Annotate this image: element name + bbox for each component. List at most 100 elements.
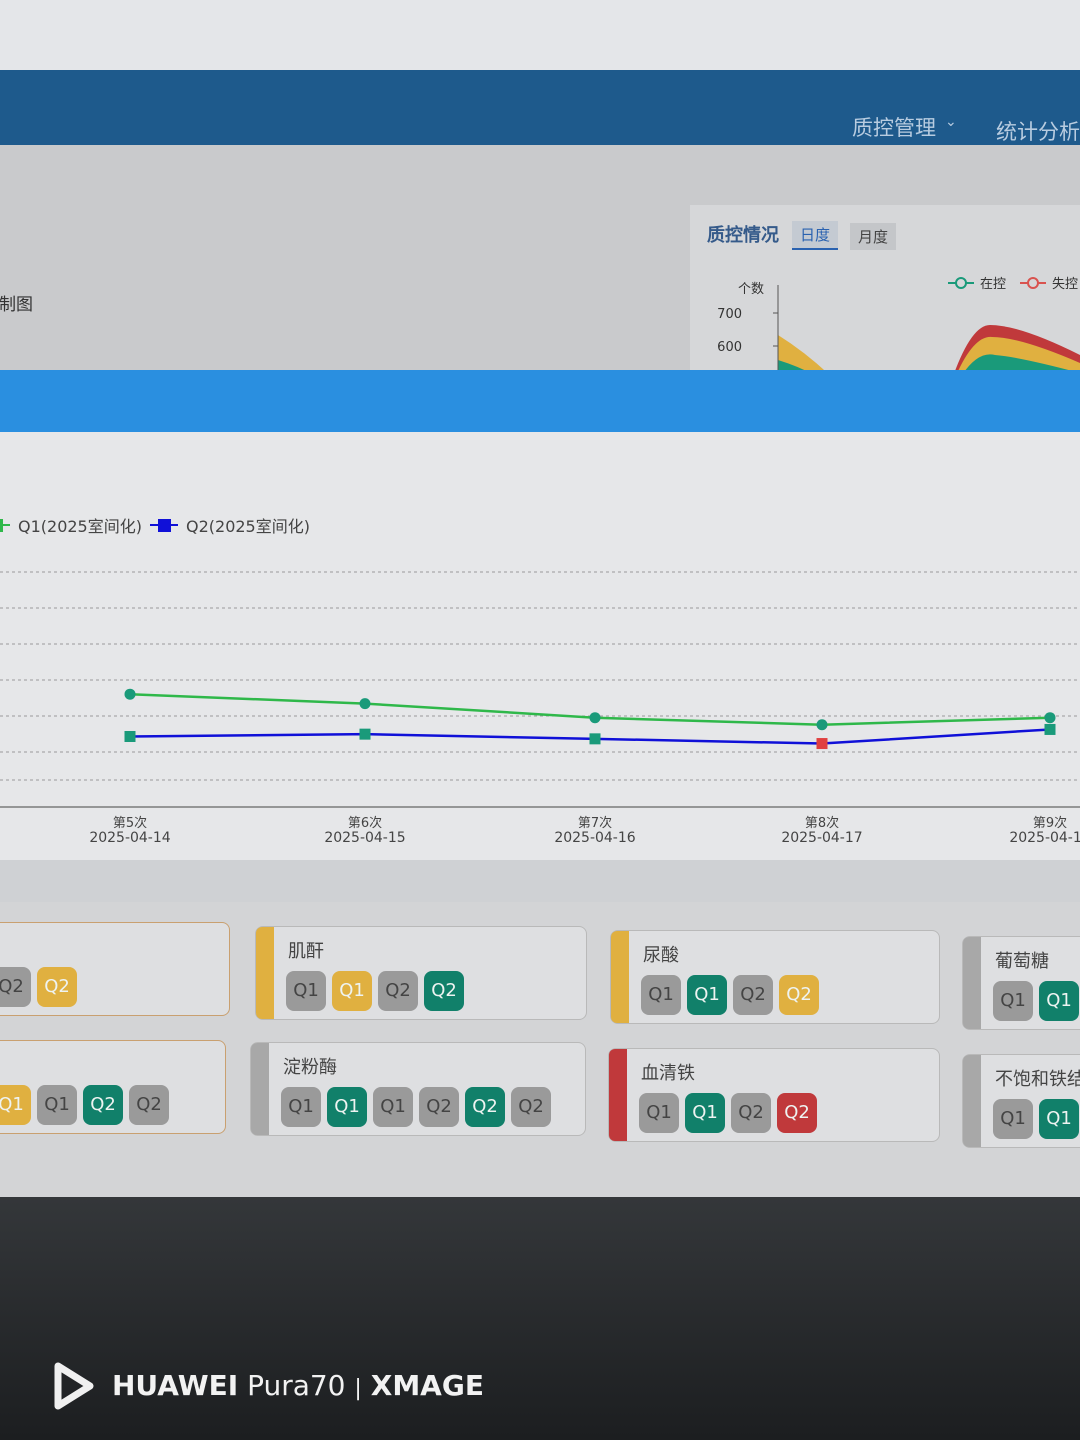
point: [359, 728, 371, 740]
status-badge[interactable]: Q1: [687, 975, 727, 1015]
chart-area: Q1(2025室间化) Q2(2025室间化) 第5次 2025-04-14 第6次 20…: [0, 432, 1080, 860]
nav-bar: 质控管理 ⌄ 统计分析: [0, 70, 1080, 145]
point: [124, 731, 136, 742]
status-badge[interactable]: Q1: [373, 1087, 413, 1127]
status-badge[interactable]: Q1: [641, 975, 681, 1015]
nav-item[interactable]: 统计分析: [996, 120, 1080, 144]
legend-label: Q2(2025室间化): [186, 517, 310, 536]
status-badge[interactable]: Q2: [37, 967, 77, 1007]
status-badge[interactable]: Q2: [779, 975, 819, 1015]
upper-area: 控制图 质控情况 日度 月度 个数700600500在控失控: [0, 145, 1080, 375]
card-accent: [251, 1043, 269, 1135]
logo: [54, 1362, 94, 1410]
y-tick-label: 600: [717, 340, 742, 355]
status-badge[interactable]: Q2: [511, 1087, 551, 1127]
tab[interactable]: 日度: [792, 221, 839, 250]
model: Pura70: [247, 1369, 346, 1402]
status-badge[interactable]: Q2: [465, 1087, 505, 1127]
status-badge[interactable]: Q1: [639, 1093, 679, 1133]
legend-label: 失控: [1052, 277, 1078, 292]
x-tick-date: 2025-04-18: [1009, 830, 1080, 846]
status-badge[interactable]: Q1: [286, 971, 326, 1011]
point: [816, 738, 828, 750]
top-bg: [0, 0, 1080, 70]
nav-caret: ⌄: [945, 114, 957, 130]
point: [1044, 723, 1056, 735]
nav-item[interactable]: 质控管理: [852, 116, 936, 140]
status-badge[interactable]: Q1: [993, 981, 1033, 1021]
x-tick-label: 第9次: [1033, 815, 1067, 831]
point: [1044, 712, 1056, 724]
status-badge[interactable]: Q1: [332, 971, 372, 1011]
legend-marker: [158, 519, 171, 532]
x-tick-date: 2025-04-14: [89, 830, 170, 846]
status-badge[interactable]: Q1: [1039, 981, 1079, 1021]
legend-marker: [1027, 277, 1039, 289]
status-badge[interactable]: Q2: [733, 975, 773, 1015]
sub: XMAGE: [370, 1369, 484, 1402]
point: [359, 698, 371, 710]
area-shape: [962, 354, 1080, 375]
qc-card: Q1 Q1 Q2 Q2: [0, 1040, 226, 1134]
y-tick-label: 700: [717, 307, 742, 322]
status-badge[interactable]: Q1: [327, 1087, 367, 1127]
card-accent: [611, 931, 629, 1023]
watermark: HUAWEI Pura70 | XMAGE: [112, 1369, 484, 1402]
card-accent: [963, 937, 981, 1029]
point: [589, 712, 601, 724]
x-tick-date: 2025-04-16: [554, 830, 635, 846]
status-badge[interactable]: Q2: [129, 1085, 169, 1125]
x-tick-label: 第6次: [348, 815, 382, 831]
divider: [0, 860, 1080, 902]
status-badge[interactable]: Q1: [1039, 1099, 1079, 1139]
point: [589, 733, 601, 745]
status-badge[interactable]: Q1: [685, 1093, 725, 1133]
legend-label: 在控: [980, 277, 1006, 292]
legend-marker: [0, 519, 3, 532]
qc-card: 尿酸 Q1 Q1 Q2 Q2: [610, 930, 940, 1024]
status-badge[interactable]: Q2: [0, 967, 31, 1007]
point: [124, 688, 136, 700]
sidebar-label[interactable]: 控制图: [0, 295, 33, 315]
separator: |: [354, 1376, 362, 1401]
x-tick-label: 第8次: [805, 815, 839, 831]
card-accent: [609, 1049, 627, 1141]
status-badge[interactable]: Q1: [0, 1085, 31, 1125]
status-badge[interactable]: Q2: [731, 1093, 771, 1133]
legend-label: Q1(2025室间化): [18, 517, 142, 536]
card-name: 肌酐: [288, 941, 324, 962]
qc-panel: 质控情况 日度 月度 个数700600500在控失控: [690, 205, 1080, 375]
status-badge[interactable]: Q2: [424, 971, 464, 1011]
x-tick-label: 第5次: [113, 815, 147, 831]
point: [816, 719, 828, 731]
status-badge[interactable]: Q2: [378, 971, 418, 1011]
card-name: 尿酸: [643, 945, 679, 966]
tab[interactable]: 月度: [850, 223, 897, 250]
monitor-bezel: HUAWEI Pura70 | XMAGE: [0, 1197, 1080, 1440]
card-name: 淀粉酶: [283, 1057, 337, 1078]
x-tick-date: 2025-04-15: [324, 830, 405, 846]
card-name: 葡萄糖: [995, 951, 1049, 972]
card-area: Q2 Q2 肌酐 Q1 Q1 Q2 Q2 尿酸 Q1 Q1 Q2 Q2 葡萄糖 Q1 Q1 Q1 Q1 Q2 Q2 淀…: [0, 902, 1080, 1197]
x-tick-label: 第7次: [578, 815, 612, 831]
status-badge[interactable]: Q2: [419, 1087, 459, 1127]
x-tick-date: 2025-04-17: [781, 830, 862, 846]
card-name: 血清铁: [641, 1063, 695, 1084]
panel-title: 质控情况: [707, 225, 779, 246]
qc-card: 血清铁 Q1 Q1 Q2 Q2: [608, 1048, 940, 1142]
status-badge[interactable]: Q2: [83, 1085, 123, 1125]
legend-marker: [955, 277, 967, 289]
status-badge[interactable]: Q1: [37, 1085, 77, 1125]
status-badge[interactable]: Q2: [777, 1093, 817, 1133]
status-badge[interactable]: Q1: [281, 1087, 321, 1127]
qc-card: 淀粉酶 Q1 Q1 Q1 Q2 Q2 Q2: [250, 1042, 586, 1136]
qc-card: 葡萄糖 Q1 Q1: [962, 936, 1080, 1030]
qc-mini-chart: 个数700600500在控失控: [717, 277, 1080, 375]
qc-card: 肌酐 Q1 Q1 Q2 Q2: [255, 926, 587, 1020]
card-accent: [256, 927, 274, 1019]
status-badge[interactable]: Q1: [993, 1099, 1033, 1139]
blue-band: [0, 370, 1080, 432]
trend-chart: Q1(2025室间化) Q2(2025室间化)第5次2025-04-14第6次20…: [0, 517, 1080, 846]
